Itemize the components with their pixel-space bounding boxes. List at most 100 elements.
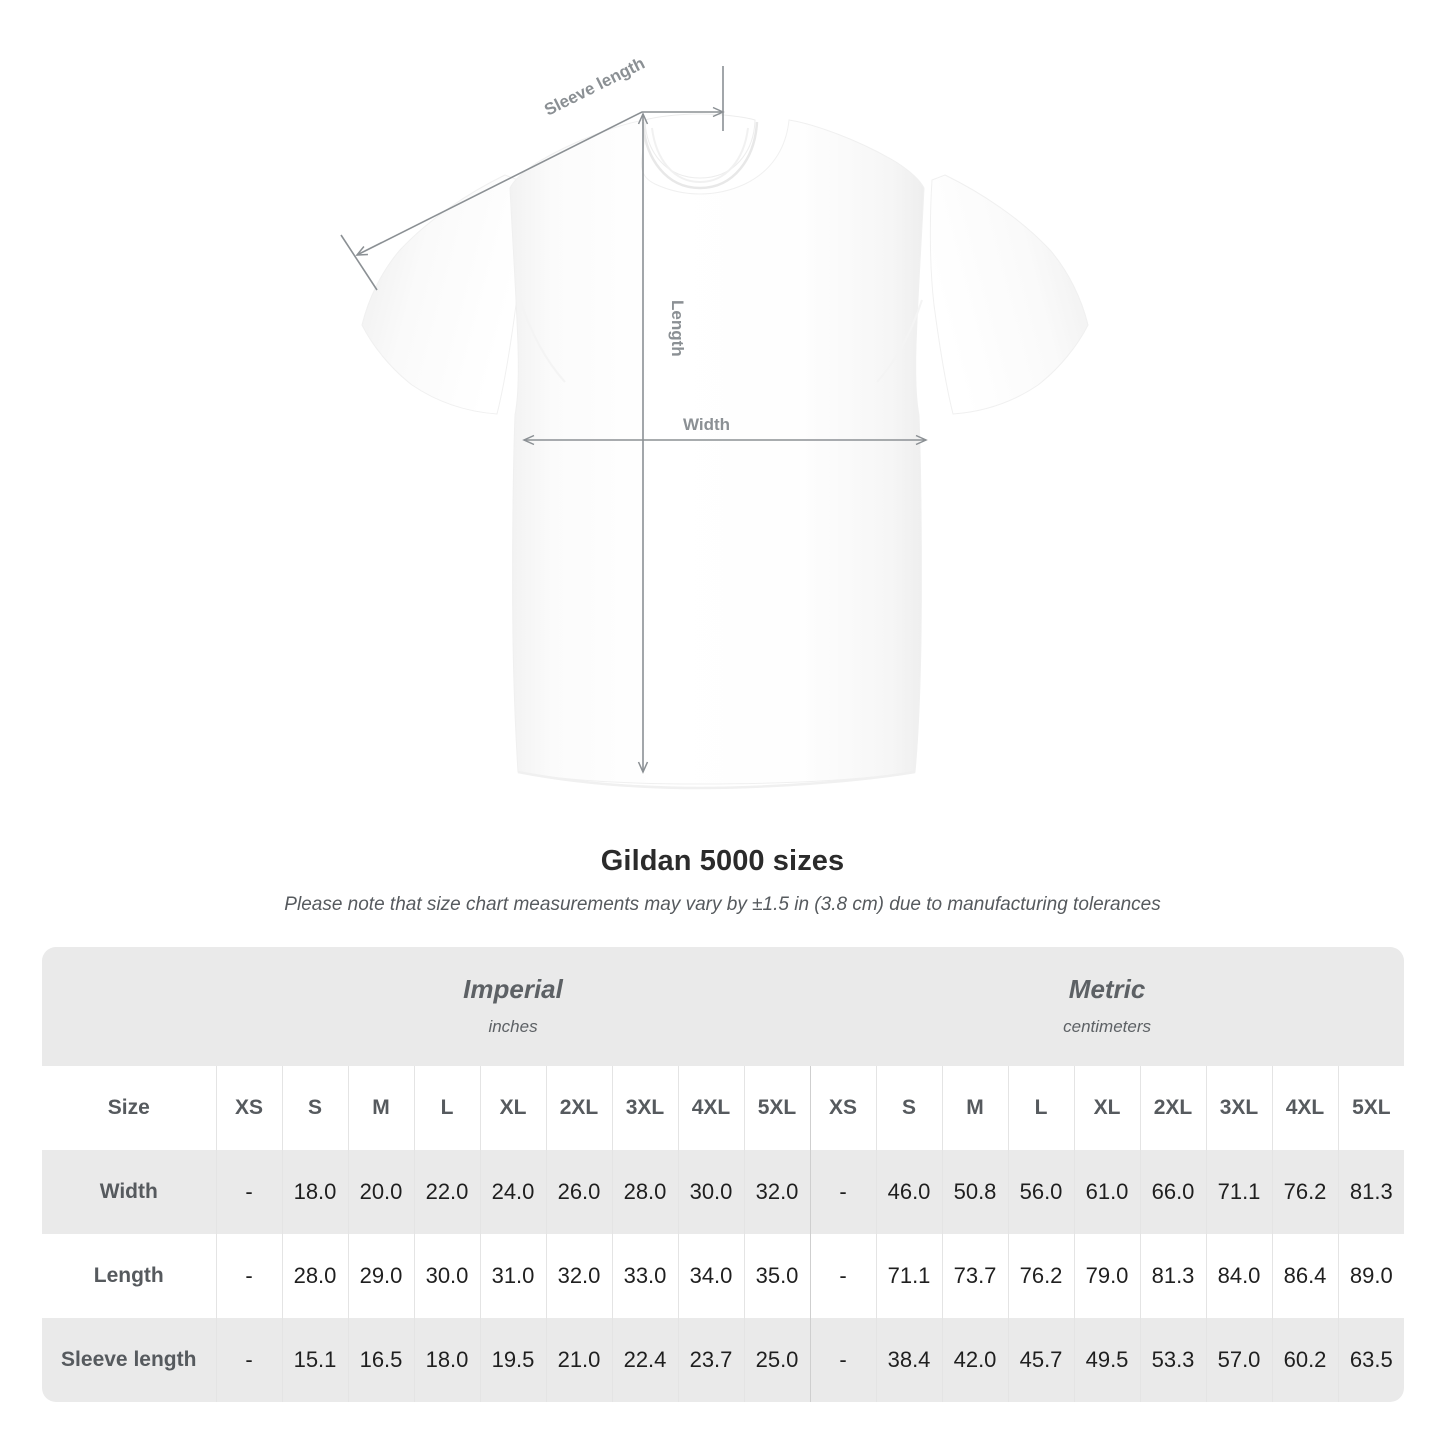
cell-sleeve-metric-2xl: 53.3 [1139,1318,1207,1402]
cell-sleeve-metric-3xl: 57.0 [1205,1318,1273,1402]
cell-sleeve-imperial-xl: 19.5 [479,1318,546,1402]
size-header-metric-xl: XL [1073,1066,1141,1150]
width-label: Width [683,415,730,434]
cell-width-imperial-2xl: 26.0 [545,1150,612,1234]
size-header-metric-xs: XS [809,1066,877,1150]
right-sleeve [929,174,1089,415]
cell-length-metric-s: 71.1 [875,1234,943,1318]
cell-width-imperial-5xl: 32.0 [743,1150,811,1234]
size-header-label: Size [42,1066,216,1150]
length-label: Length [668,300,687,357]
cell-width-imperial-4xl: 30.0 [677,1150,744,1234]
cell-width-imperial-xs: - [215,1150,282,1234]
cell-sleeve-metric-4xl: 60.2 [1271,1318,1339,1402]
cell-width-imperial-3xl: 28.0 [611,1150,678,1234]
size-header-imperial-2xl: 2XL [545,1066,612,1150]
cell-length-metric-xl: 79.0 [1073,1234,1141,1318]
left-armhole-seam [519,299,566,383]
cell-length-imperial-l: 30.0 [413,1234,480,1318]
cell-width-metric-4xl: 76.2 [1271,1150,1339,1234]
unit-band-row: Imperial inches Metric centimeters [42,947,1405,1066]
cell-width-metric-2xl: 66.0 [1139,1150,1207,1234]
cell-sleeve-imperial-2xl: 21.0 [545,1318,612,1402]
cell-width-metric-xs: - [809,1150,877,1234]
cell-length-metric-xs: - [809,1234,877,1318]
table-row: Width - 18.0 20.0 22.0 24.0 26.0 28.0 30… [42,1150,1405,1234]
size-header-imperial-4xl: 4XL [677,1066,744,1150]
cell-sleeve-imperial-5xl: 25.0 [743,1318,811,1402]
sleeve-length-arrow [355,106,725,256]
cell-sleeve-metric-s: 38.4 [875,1318,943,1402]
row-label-length: Length [42,1234,216,1318]
cell-width-metric-xl: 61.0 [1073,1150,1141,1234]
size-header-imperial-s: S [281,1066,348,1150]
cell-sleeve-metric-xs: - [809,1318,877,1402]
size-chart-table-container: Imperial inches Metric centimeters Size … [42,947,1405,1402]
row-label-width: Width [42,1150,216,1234]
cell-length-metric-3xl: 84.0 [1205,1234,1273,1318]
size-header-imperial-l: L [413,1066,480,1150]
unit-section-metric-unit: centimeters [1063,1016,1152,1036]
table-row: Length - 28.0 29.0 30.0 31.0 32.0 33.0 3… [42,1234,1405,1318]
size-header-imperial-3xl: 3XL [611,1066,678,1150]
cell-length-metric-2xl: 81.3 [1139,1234,1207,1318]
cell-length-imperial-5xl: 35.0 [743,1234,811,1318]
cell-length-metric-l: 76.2 [1007,1234,1075,1318]
size-header-row: Size XS S M L XL 2XL 3XL 4XL 5XL XS S M … [42,1066,1405,1150]
cell-sleeve-imperial-m: 16.5 [347,1318,414,1402]
cell-length-metric-5xl: 89.0 [1337,1234,1405,1318]
sleeve-cuff-tick [340,234,378,291]
unit-section-imperial-name: Imperial [463,974,563,1005]
cell-sleeve-metric-xl: 49.5 [1073,1318,1141,1402]
cell-length-imperial-xl: 31.0 [479,1234,546,1318]
cell-sleeve-imperial-s: 15.1 [281,1318,348,1402]
size-header-metric-l: L [1007,1066,1075,1150]
cell-width-imperial-m: 20.0 [347,1150,414,1234]
page-title: Gildan 5000 sizes [600,845,845,877]
neck-opening [644,113,756,179]
cell-sleeve-imperial-3xl: 22.4 [611,1318,678,1402]
size-header-imperial-xl: XL [479,1066,546,1150]
cell-length-imperial-3xl: 33.0 [611,1234,678,1318]
left-sleeve [361,174,521,415]
title-block: Gildan 5000 sizes Please note that size … [0,845,1445,916]
shirt-shape [361,113,1089,790]
cell-length-imperial-m: 29.0 [347,1234,414,1318]
cell-width-metric-l: 56.0 [1007,1150,1075,1234]
unit-section-metric: Metric centimeters [810,947,1405,1066]
cell-length-metric-m: 73.7 [941,1234,1009,1318]
unit-section-metric-name: Metric [1068,974,1146,1005]
size-header-metric-5xl: 5XL [1337,1066,1405,1150]
size-header-metric-4xl: 4XL [1271,1066,1339,1150]
row-label-sleeve-length: Sleeve length [42,1318,216,1402]
cell-length-imperial-s: 28.0 [281,1234,348,1318]
unit-band-spacer [42,947,216,1066]
sleeve-length-label: Sleeve length [541,54,648,120]
right-armhole-seam [876,299,923,383]
size-header-imperial-5xl: 5XL [743,1066,811,1150]
cell-width-imperial-l: 22.0 [413,1150,480,1234]
cell-width-imperial-s: 18.0 [281,1150,348,1234]
size-header-metric-s: S [875,1066,943,1150]
unit-section-imperial-unit: inches [488,1016,538,1036]
cell-width-metric-s: 46.0 [875,1150,943,1234]
size-chart-table: Imperial inches Metric centimeters Size … [42,947,1405,1402]
cell-width-metric-5xl: 81.3 [1337,1150,1405,1234]
hem-line [517,770,916,790]
size-header-imperial-xs: XS [215,1066,282,1150]
table-row: Sleeve length - 15.1 16.5 18.0 19.5 21.0… [42,1318,1405,1402]
cell-length-imperial-4xl: 34.0 [677,1234,744,1318]
tolerance-note: Please note that size chart measurements… [284,894,1161,915]
cell-sleeve-imperial-xs: - [215,1318,282,1402]
cell-sleeve-imperial-l: 18.0 [413,1318,480,1402]
cell-sleeve-metric-l: 45.7 [1007,1318,1075,1402]
cell-sleeve-metric-m: 42.0 [941,1318,1009,1402]
size-header-metric-2xl: 2XL [1139,1066,1207,1150]
cell-sleeve-metric-5xl: 63.5 [1337,1318,1405,1402]
cell-length-imperial-2xl: 32.0 [545,1234,612,1318]
cell-width-imperial-xl: 24.0 [479,1150,546,1234]
tshirt-diagram: Sleeve length Length Width [340,54,1089,790]
cell-width-metric-3xl: 71.1 [1205,1150,1273,1234]
measurement-guides [340,66,928,774]
